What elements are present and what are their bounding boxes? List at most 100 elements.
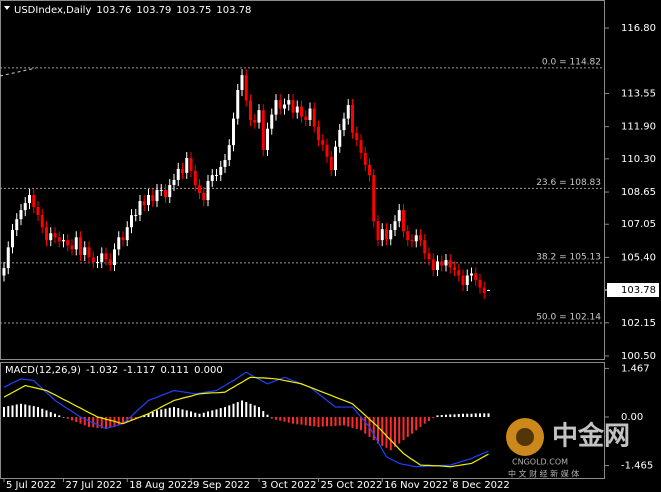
y-tick-label: 105.40 [621,252,656,263]
candle-body [40,214,44,228]
candle-body [96,262,99,264]
candle-body [176,168,180,180]
histogram-bar [343,417,345,426]
histogram-bar [432,417,435,419]
candle-body [198,185,201,194]
histogram-bar [49,412,52,418]
histogram-bar [117,417,120,425]
candle-body [125,227,129,241]
candle-body [423,240,427,254]
histogram-bar [415,417,418,431]
candle-body [36,207,40,215]
fib-label: 38.2 = 105.13 [536,252,601,262]
histogram-bar [3,407,5,418]
x-tick-label: 25 Oct 2022 [321,480,383,491]
histogram-bar [151,412,154,418]
histogram-bar [258,407,260,418]
macd-panel-frame [0,362,605,479]
histogram-bar [338,417,341,426]
histogram-bar [355,417,358,429]
histogram-bar [24,404,27,418]
candle-body [359,140,363,153]
histogram-bar [360,417,362,431]
candle-body [155,190,159,202]
candle-body [142,201,146,206]
candle-body [32,195,36,208]
candle-body [317,126,320,141]
readout-value: -1.032 [86,365,118,376]
candle-body [193,170,197,186]
histogram-bar [326,417,328,427]
histogram-bar [215,409,218,418]
histogram-bar [479,413,481,418]
candle-body [440,261,444,266]
candle-body [444,260,448,266]
histogram-bar [292,417,294,424]
candle-body [249,100,252,121]
candle-body [2,268,6,276]
histogram-bar [168,407,171,418]
candle-body [351,105,354,133]
candle-body [363,152,367,165]
candle-body [236,90,240,119]
histogram-bar [11,405,14,418]
y-tick-label: 107.05 [621,219,656,230]
macd-title: MACD(12,26,9) -1.032 -1.117 0.111 0.000 [5,365,223,376]
candle-body [355,132,359,141]
candle-body [419,235,422,241]
candle-body [385,229,388,240]
histogram-bar [466,413,469,418]
candle-body [368,164,371,176]
candle-body [70,245,74,250]
y-tick-label: 0.00 [621,412,643,423]
candle-body [79,237,82,255]
histogram-bar [377,417,379,444]
candle-body [113,249,116,266]
candle-body [448,260,452,268]
candle-body [253,120,257,123]
histogram-bar [436,415,439,418]
histogram-bar [58,415,61,418]
histogram-bar [185,410,188,418]
histogram-bar [296,417,299,425]
candle-body [87,247,91,258]
candle-body [138,201,142,215]
candle-body [62,240,65,242]
candle-body [342,118,346,131]
candle-body [100,253,104,263]
y-tick-label: 102.15 [621,318,656,329]
readout-value: -1.117 [123,365,155,376]
x-tick-label: 27 Jul 2022 [66,480,123,491]
histogram-bar [236,402,239,418]
x-tick-label: 5 Jul 2022 [6,480,56,491]
x-tick-label: 16 Nov 2022 [384,480,448,491]
readout-value: 103.78 [216,5,251,16]
candle-body [134,214,138,216]
candle-body [261,110,265,150]
candle-body [15,219,19,231]
histogram-bar [71,417,73,421]
histogram-bar [462,413,464,418]
candle-body [274,100,278,115]
histogram-bar [20,403,22,418]
histogram-bar [457,414,460,418]
candle-body [478,279,482,288]
macd-line [3,371,489,468]
candle-body [287,100,291,105]
histogram-bar [372,417,375,441]
histogram-bar [304,417,307,426]
histogram-bar [28,405,31,418]
histogram-bar [228,405,231,418]
histogram-bar [389,417,392,451]
histogram-bar [190,411,192,418]
histogram-bar [470,413,473,418]
histogram-bar [134,417,137,419]
histogram-bar [37,407,39,418]
histogram-bar [385,417,388,448]
histogram-bar [224,407,226,418]
candle-body [219,166,223,175]
candle-body [215,174,218,176]
histogram-bar [164,408,167,418]
candle-body [453,267,456,271]
